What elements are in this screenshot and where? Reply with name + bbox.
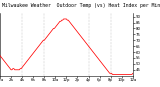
Text: Milwaukee Weather  Outdoor Temp (vs) Heat Index per Minute (Last 24 Hours): Milwaukee Weather Outdoor Temp (vs) Heat… <box>2 3 160 8</box>
